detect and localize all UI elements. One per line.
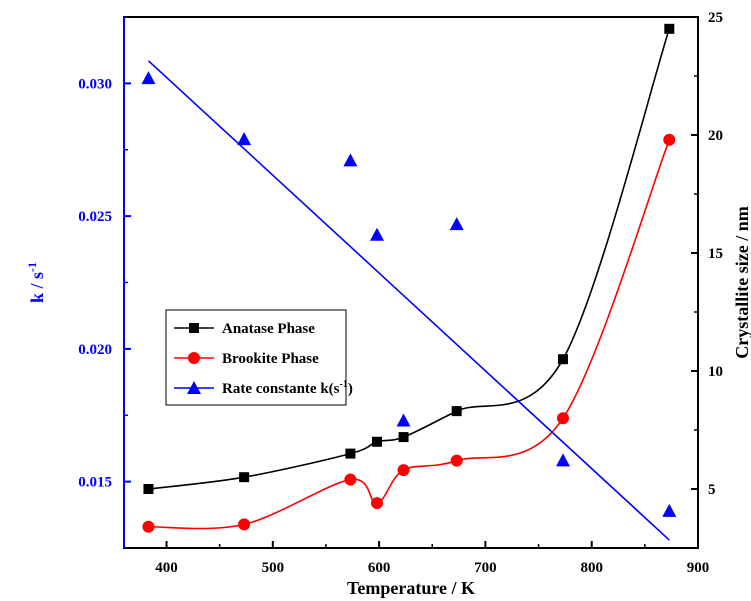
series-1-point [142,520,155,533]
series-2-point [237,132,252,146]
series-0-point [239,472,250,483]
series-1-point [663,133,676,146]
x-tick-label: 900 [687,560,710,576]
y-right-tick-label: 10 [708,364,723,380]
series-1-point [344,473,357,486]
legend-label: Brookite Phase [222,351,319,367]
y-left-tick-label: 0.015 [78,475,112,491]
left-axis-title: k / s-1 [25,262,47,303]
series-2-point [369,227,384,241]
right-axis-title: Crystallite size / nm [732,206,751,358]
legend-label-main: Brookite Phase [222,351,319,367]
series-0-point [558,354,569,365]
fit-curves [147,28,671,541]
axis-ticks: 400 500 600 700 800 900 0.015 0.020 0.025 0.030 5 1… [78,10,723,576]
series-1-point [450,454,463,467]
x-tick-label: 400 [155,560,178,576]
series-2-fit-line [147,60,670,541]
y-right-tick-label: 25 [708,10,723,26]
series-2-point [662,503,677,517]
legend-marker [189,323,199,333]
left-axis-title-sup: -1 [25,262,39,272]
y-left-tick-label: 0.030 [78,76,112,92]
series-1-point [238,518,251,531]
legend: Anatase Phase Brookite Phase Rate constant… [165,309,353,406]
x-tick-label: 600 [368,560,391,576]
series-1-point [557,412,570,425]
left-axis-title-main: k / s [27,272,47,303]
legend-marker [188,352,200,364]
series-2-point [556,453,571,467]
x-axis-title: Temperature / K [347,578,475,598]
series-1-point [370,497,383,510]
series-0-point [345,448,356,459]
series-1-point [397,464,410,477]
x-tick-label: 500 [262,560,285,576]
legend-label-main: Rate constante k(s [222,381,340,397]
legend-marker [187,381,201,394]
legend-label-sup: -1 [340,379,348,390]
series-2-point [343,153,358,167]
y-left-tick-label: 0.025 [78,209,112,225]
data-markers [141,23,677,533]
y-left-tick-label: 0.020 [78,342,112,358]
legend-label-main: Anatase Phase [222,321,315,337]
legend-label: Anatase Phase [222,321,315,337]
series-2-point [141,71,156,85]
series-0-fit-curve [148,28,671,490]
legend-label-suffix: ) [348,381,353,397]
legend-label: Rate constante k(s-1) [222,379,353,397]
x-tick-label: 700 [474,560,497,576]
series-0-point [371,436,382,447]
series-2-point [396,413,411,427]
y-right-tick-label: 5 [708,482,716,498]
series-0-point [398,432,409,443]
series-0-point [664,23,675,34]
series-2-point [449,217,464,231]
series-0-point [451,406,462,417]
y-right-tick-label: 15 [708,246,723,262]
series-0-point [143,484,154,494]
y-right-tick-label: 20 [708,128,723,144]
x-tick-label: 800 [580,560,603,576]
